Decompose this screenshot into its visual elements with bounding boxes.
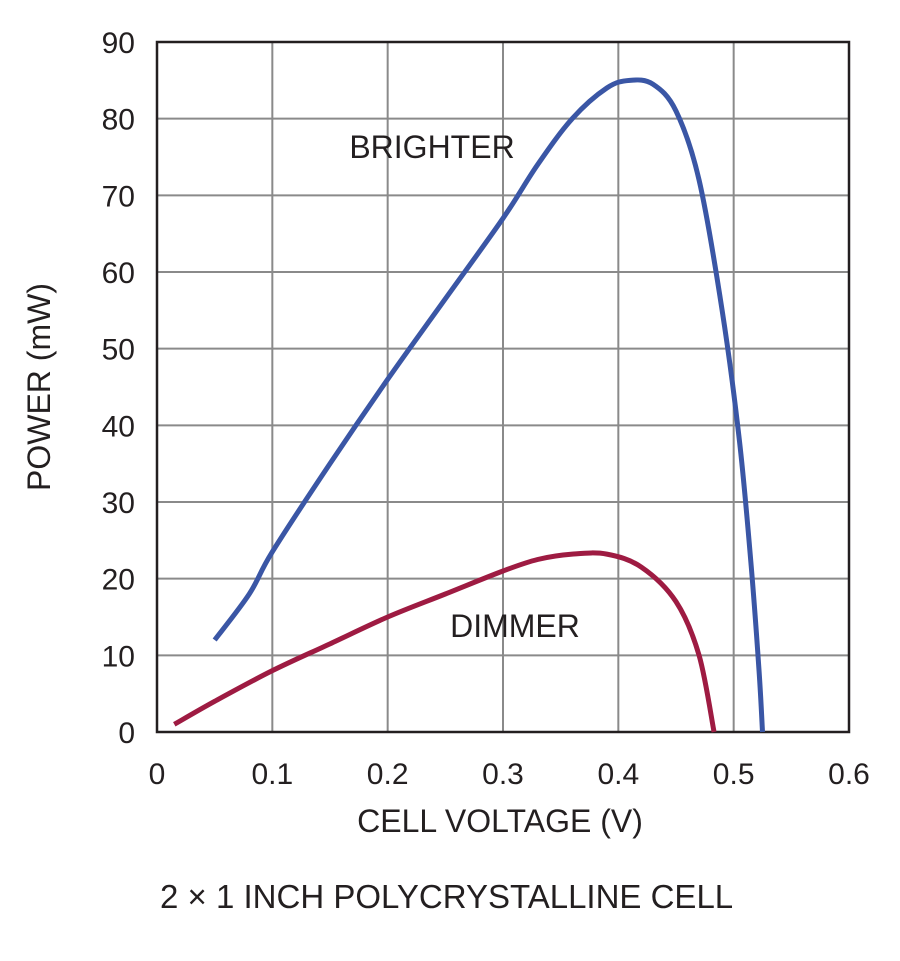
- x-tick-label: 0.6: [828, 758, 870, 791]
- x-tick-label: 0.5: [713, 758, 755, 791]
- y-tick-label: 10: [102, 640, 135, 673]
- y-tick-label: 90: [102, 27, 135, 60]
- x-tick-label: 0: [149, 758, 166, 791]
- y-axis-title: POWER (mW): [21, 283, 57, 491]
- y-tick-label: 0: [118, 717, 135, 750]
- y-tick-label: 70: [102, 180, 135, 213]
- y-tick-label: 50: [102, 334, 135, 367]
- series-label-brighter: BRIGHTER: [349, 129, 514, 165]
- y-tick-label: 40: [102, 410, 135, 443]
- series-line-dimmer: [173, 550, 717, 733]
- x-tick-label: 0.4: [597, 758, 639, 791]
- series-label-dimmer: DIMMER: [450, 608, 580, 644]
- x-tick-label: 0.2: [367, 758, 409, 791]
- x-tick-labels: 0 0.1 0.2 0.3 0.4 0.5 0.6: [149, 758, 870, 791]
- series-lines: [173, 77, 765, 733]
- x-axis-title: CELL VOLTAGE (V): [357, 803, 643, 839]
- y-tick-label: 60: [102, 257, 135, 290]
- x-tick-label: 0.3: [482, 758, 524, 791]
- plot-frame: [155, 40, 851, 734]
- figure-caption: 2 × 1 INCH POLYCRYSTALLINE CELL: [160, 878, 734, 915]
- y-tick-label: 80: [102, 104, 135, 137]
- y-tick-label: 30: [102, 487, 135, 520]
- y-tick-label: 20: [102, 564, 135, 597]
- x-tick-label: 0.1: [251, 758, 293, 791]
- series-line-brighter: [212, 77, 765, 733]
- y-tick-labels: 0 10 20 30 40 50 60 70 80 90: [102, 27, 135, 750]
